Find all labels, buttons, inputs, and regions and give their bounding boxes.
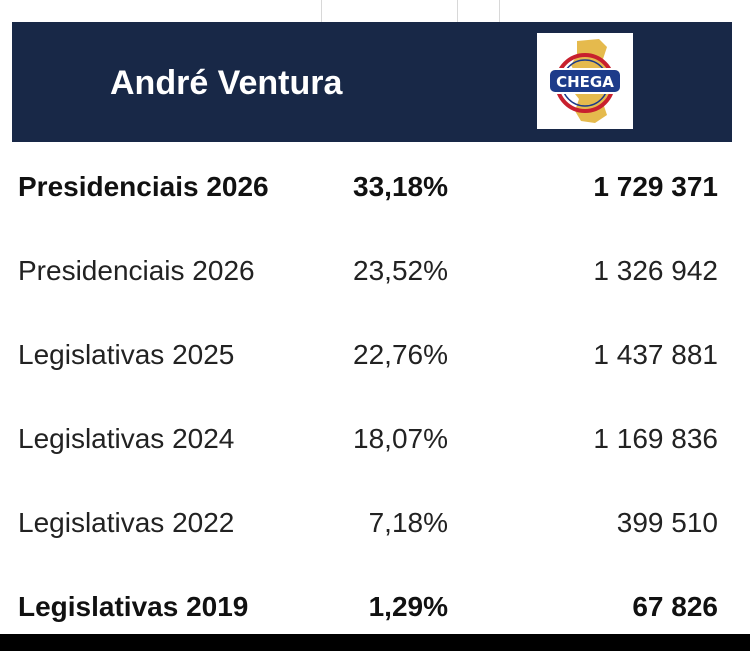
vote-percent: 18,07% bbox=[353, 423, 448, 454]
election-name: Legislativas 2019 bbox=[18, 591, 249, 622]
vote-count: 399 510 bbox=[616, 507, 718, 538]
bottom-edge bbox=[0, 634, 750, 651]
table-row: Presidenciais 2026 33,18% 1 729 371 bbox=[18, 145, 718, 229]
table-row: Legislativas 2024 18,07% 1 169 836 bbox=[18, 397, 718, 481]
table-row: Legislativas 2019 1,29% 67 826 bbox=[18, 565, 718, 649]
chega-logo: CHEGA bbox=[537, 33, 633, 129]
vote-percent: 7,18% bbox=[368, 507, 448, 538]
election-name: Legislativas 2022 bbox=[18, 507, 235, 538]
vote-percent: 22,76% bbox=[353, 339, 448, 370]
vote-percent: 33,18% bbox=[353, 171, 448, 202]
table-row: Legislativas 2022 7,18% 399 510 bbox=[18, 481, 718, 565]
vote-count: 1 729 371 bbox=[593, 171, 718, 202]
vote-count: 67 826 bbox=[632, 591, 718, 622]
results-table: Presidenciais 2026 33,18% 1 729 371 Pres… bbox=[18, 145, 718, 649]
election-name: Legislativas 2025 bbox=[18, 339, 235, 370]
logo-text: CHEGA bbox=[556, 73, 614, 91]
vote-percent: 23,52% bbox=[353, 255, 448, 286]
election-name: Presidenciais 2026 bbox=[18, 171, 269, 202]
spreadsheet-gridlines bbox=[0, 0, 750, 22]
vote-count: 1 437 881 bbox=[593, 339, 718, 370]
vote-count: 1 326 942 bbox=[593, 255, 718, 286]
election-name: Presidenciais 2026 bbox=[18, 255, 255, 286]
table-row: Legislativas 2025 22,76% 1 437 881 bbox=[18, 313, 718, 397]
candidate-name: André Ventura bbox=[110, 64, 343, 102]
gridline bbox=[321, 0, 322, 22]
gridline bbox=[457, 0, 458, 22]
election-name: Legislativas 2024 bbox=[18, 423, 235, 454]
vote-percent: 1,29% bbox=[368, 591, 448, 622]
table-row: Presidenciais 2026 23,52% 1 326 942 bbox=[18, 229, 718, 313]
vote-count: 1 169 836 bbox=[593, 423, 718, 454]
gridline bbox=[499, 0, 500, 22]
chega-logo-icon: CHEGA bbox=[537, 33, 633, 129]
